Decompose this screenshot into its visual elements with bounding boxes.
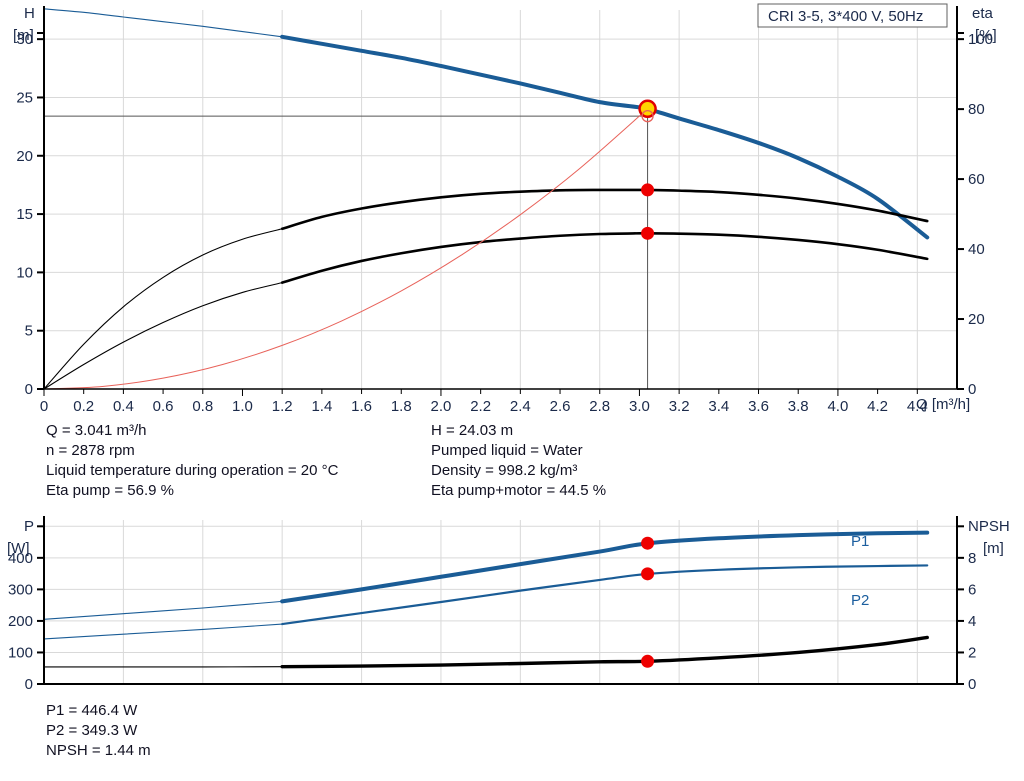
svg-text:0: 0: [968, 676, 976, 693]
svg-text:2.2: 2.2: [470, 398, 491, 415]
svg-text:0: 0: [25, 381, 33, 398]
svg-text:0.2: 0.2: [73, 398, 94, 415]
p-axis-title-line1: P: [24, 518, 34, 535]
top-chart-axes: [37, 6, 964, 396]
bottom-chart-tick-labels: 0 100 200 300 400 0 2 4 6 8: [8, 550, 976, 693]
svg-text:3.0: 3.0: [629, 398, 650, 415]
svg-text:2.8: 2.8: [589, 398, 610, 415]
info-density: Density = 998.2 kg/m³: [431, 462, 578, 479]
svg-text:3.2: 3.2: [669, 398, 690, 415]
info-pumped-liquid: Pumped liquid = Water: [431, 442, 583, 459]
top-chart-guide-lines: [44, 108, 649, 389]
bottom-chart-markers: [641, 536, 655, 668]
svg-text:2.0: 2.0: [431, 398, 452, 415]
svg-text:300: 300: [8, 581, 33, 598]
head-eta-chart: 0 0.2 0.4 0.6 0.8 1.0 1.2 1.4 1.6 1.8 2.0 2.2 2.4 2.6…: [13, 3, 997, 415]
bottom-chart-axes: [37, 516, 964, 685]
svg-text:10: 10: [16, 264, 33, 281]
svg-text:8: 8: [968, 550, 976, 567]
svg-text:400: 400: [8, 550, 33, 567]
svg-text:3.8: 3.8: [788, 398, 809, 415]
svg-text:1.0: 1.0: [232, 398, 253, 415]
info-p2: P2 = 349.3 W: [46, 722, 138, 739]
info-top-right: H = 24.03 m Pumped liquid = Water Densit…: [431, 421, 606, 501]
npsh-axis-title-line1: NPSH: [968, 518, 1010, 535]
svg-text:60: 60: [968, 171, 985, 188]
info-n: n = 2878 rpm: [46, 442, 135, 459]
svg-text:4: 4: [968, 613, 976, 630]
info-bottom-left: P1 = 446.4 W P2 = 349.3 W NPSH = 1.44 m: [46, 701, 151, 761]
info-npsh: NPSH = 1.44 m: [46, 742, 151, 759]
svg-text:4.4: 4.4: [907, 398, 928, 415]
svg-text:0.6: 0.6: [153, 398, 174, 415]
svg-text:0: 0: [968, 381, 976, 398]
svg-text:2.4: 2.4: [510, 398, 531, 415]
p2-curve-label: P2: [851, 592, 869, 609]
svg-text:200: 200: [8, 613, 33, 630]
svg-text:20: 20: [16, 148, 33, 165]
svg-text:1.4: 1.4: [311, 398, 332, 415]
svg-text:100: 100: [968, 31, 993, 48]
power-npsh-svg: 0 100 200 300 400 0 2 4 6 8 P [W] NPSH [m] P1 P2: [7, 516, 1010, 693]
info-eta-pump-motor: Eta pump+motor = 44.5 %: [431, 482, 607, 499]
svg-text:4.2: 4.2: [867, 398, 888, 415]
info-liquid-temp: Liquid temperature during operation = 20…: [46, 462, 339, 479]
model-title-box: CRI 3-5, 3*400 V, 50Hz: [757, 3, 948, 28]
svg-text:4.0: 4.0: [827, 398, 848, 415]
svg-text:0.4: 0.4: [113, 398, 134, 415]
svg-text:2: 2: [968, 644, 976, 661]
svg-text:1.8: 1.8: [391, 398, 412, 415]
top-chart-curves: [43, 8, 930, 390]
bottom-chart-gridlines: [44, 520, 957, 684]
info-h: H = 24.03 m: [431, 422, 514, 439]
svg-text:30: 30: [16, 31, 33, 48]
info-eta-pump: Eta pump = 56.9 %: [46, 482, 174, 499]
info-p1: P1 = 446.4 W: [46, 702, 138, 719]
q-axis-title: Q [m³/h]: [916, 396, 970, 413]
p-axis-title-line2: [W]: [7, 540, 30, 557]
head-eta-svg: 0 0.2 0.4 0.6 0.8 1.0 1.2 1.4 1.6 1.8 2.0 2.2 2.4 2.6…: [13, 3, 997, 415]
svg-text:25: 25: [16, 89, 33, 106]
svg-text:40: 40: [968, 241, 985, 258]
h-axis-title-line1: H: [24, 5, 35, 22]
bottom-chart-curves: [43, 530, 930, 669]
top-chart-markers: [638, 99, 657, 240]
svg-text:3.4: 3.4: [708, 398, 729, 415]
svg-text:0.8: 0.8: [192, 398, 213, 415]
svg-text:1.2: 1.2: [272, 398, 293, 415]
power-npsh-chart: 0 100 200 300 400 0 2 4 6 8 P [W] NPSH [m] P1 P2: [0, 512, 1024, 697]
svg-text:0: 0: [25, 676, 33, 693]
svg-text:6: 6: [968, 581, 976, 598]
p1-curve-label: P1: [851, 533, 869, 550]
info-q: Q = 3.041 m³/h: [46, 422, 147, 439]
svg-text:100: 100: [8, 644, 33, 661]
svg-text:5: 5: [25, 323, 33, 340]
eta-axis-title-line1: eta: [972, 5, 994, 22]
eta-axis-title-line2: [%]: [975, 27, 997, 44]
top-chart-tick-labels: 0 0.2 0.4 0.6 0.8 1.0 1.2 1.4 1.6 1.8 2.0 2.2 2.4 2.6…: [16, 31, 993, 415]
svg-text:1.6: 1.6: [351, 398, 372, 415]
svg-text:15: 15: [16, 206, 33, 223]
svg-text:80: 80: [968, 101, 985, 118]
model-title-text: CRI 3-5, 3*400 V, 50Hz: [768, 8, 923, 25]
svg-text:2.6: 2.6: [550, 398, 571, 415]
svg-text:3.6: 3.6: [748, 398, 769, 415]
info-top-left: Q = 3.041 m³/h n = 2878 rpm Liquid tempe…: [46, 421, 338, 501]
h-axis-title-line2: [m]: [13, 27, 34, 44]
npsh-axis-title-line2: [m]: [983, 540, 1004, 557]
top-chart-gridlines: [44, 10, 957, 389]
svg-text:20: 20: [968, 311, 985, 328]
svg-text:0: 0: [40, 398, 48, 415]
